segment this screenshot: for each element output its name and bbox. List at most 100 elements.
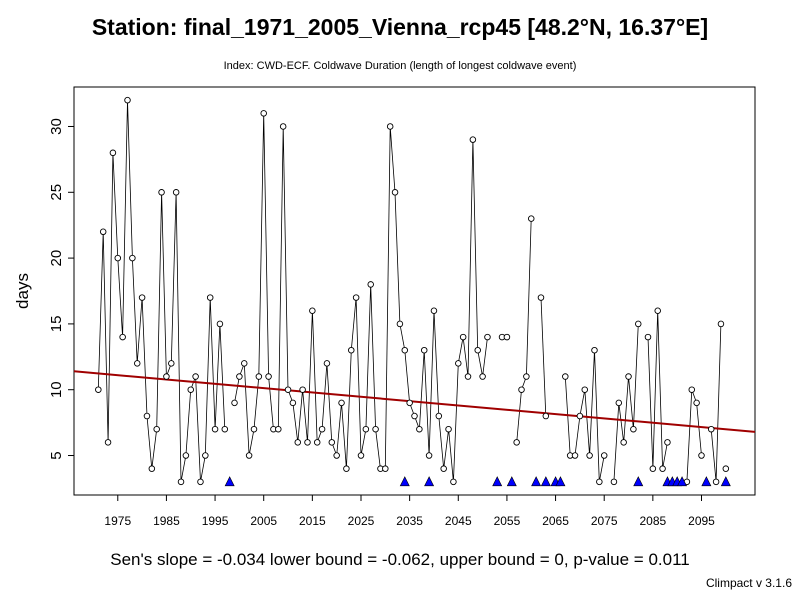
data-point	[644, 333, 652, 341]
data-point	[430, 307, 438, 314]
data-point	[289, 399, 297, 407]
data-point	[630, 425, 637, 433]
data-point	[265, 373, 272, 380]
data-point	[469, 136, 477, 143]
data-point	[698, 452, 705, 459]
data-point	[654, 307, 661, 314]
data-point	[372, 425, 379, 433]
data-point	[445, 425, 452, 433]
data-point	[197, 478, 204, 486]
x-tick-label: 2085	[639, 514, 666, 528]
zero-day-marker	[701, 476, 712, 487]
data-point	[138, 294, 146, 301]
data-point	[304, 439, 311, 446]
data-point	[260, 110, 267, 117]
data-point	[537, 294, 545, 301]
zero-day-marker	[531, 476, 542, 487]
data-point	[133, 360, 141, 367]
data-point	[707, 425, 715, 433]
data-point	[323, 360, 331, 367]
data-point	[236, 373, 243, 380]
data-point	[610, 478, 618, 486]
data-point	[600, 452, 608, 459]
data-point	[250, 425, 258, 433]
data-point	[450, 478, 457, 486]
data-point	[635, 320, 642, 328]
data-point	[279, 123, 287, 130]
data-point	[722, 465, 730, 472]
data-point	[416, 425, 423, 433]
data-point	[216, 320, 224, 328]
y-tick-label: 20	[48, 250, 65, 267]
y-tick-label: 5	[48, 451, 65, 459]
data-point	[659, 465, 666, 472]
data-point	[484, 333, 491, 341]
data-point	[177, 478, 185, 486]
data-point	[420, 346, 428, 354]
data-point	[187, 386, 194, 393]
data-point	[299, 386, 306, 393]
data-point	[620, 439, 627, 446]
data-point	[459, 333, 467, 341]
data-point	[129, 254, 136, 262]
data-point	[255, 373, 263, 380]
version-label: Climpact v 3.1.6	[705, 576, 792, 590]
data-point	[206, 294, 214, 301]
data-point	[396, 320, 404, 328]
zero-day-marker	[540, 476, 551, 487]
data-point	[124, 96, 131, 104]
data-point	[649, 465, 657, 472]
zero-day-marker	[677, 476, 688, 487]
x-tick-label: 2045	[445, 514, 472, 528]
data-point	[348, 346, 355, 354]
series-line	[516, 218, 532, 443]
data-point	[318, 425, 326, 433]
data-point	[153, 425, 160, 433]
data-point	[625, 373, 632, 380]
zero-day-marker	[224, 476, 235, 487]
data-point	[562, 373, 569, 380]
zero-day-marker	[720, 476, 731, 487]
series-line	[647, 310, 668, 469]
data-point	[114, 254, 122, 262]
data-point	[119, 333, 126, 341]
x-tick-label: 2065	[542, 514, 569, 528]
trend-line	[74, 370, 755, 433]
data-point	[693, 399, 700, 407]
data-point	[362, 425, 370, 433]
x-tick-label: 2025	[348, 514, 375, 528]
series-line	[686, 389, 702, 482]
data-point	[148, 465, 156, 472]
y-tick-label: 15	[48, 316, 65, 333]
chart-title: Station: final_1971_2005_Vienna_rcp45 [4…	[91, 14, 709, 40]
data-point	[294, 439, 302, 446]
plot-frame	[73, 86, 756, 496]
data-point	[168, 360, 175, 367]
data-point	[163, 373, 170, 380]
zero-day-marker	[492, 476, 503, 487]
y-tick-label: 25	[48, 184, 65, 201]
data-point	[143, 412, 151, 420]
data-point	[104, 439, 112, 446]
data-point	[240, 360, 248, 367]
x-tick-label: 1995	[202, 514, 229, 528]
data-point	[401, 346, 409, 354]
data-point	[109, 149, 117, 157]
data-point	[479, 373, 486, 380]
data-point	[474, 346, 481, 354]
y-tick-label: 10	[48, 381, 65, 398]
data-point	[309, 307, 316, 314]
data-point	[202, 452, 209, 459]
data-point	[576, 412, 584, 420]
data-point	[425, 452, 433, 459]
data-point	[527, 215, 535, 222]
zero-day-marker	[633, 476, 644, 487]
data-point	[245, 452, 253, 459]
data-point	[367, 281, 374, 288]
data-point	[391, 189, 399, 196]
series-line	[710, 323, 722, 482]
y-axis-label: days	[13, 273, 32, 309]
data-point	[542, 412, 550, 420]
data-point	[172, 189, 180, 196]
data-point	[192, 373, 199, 380]
